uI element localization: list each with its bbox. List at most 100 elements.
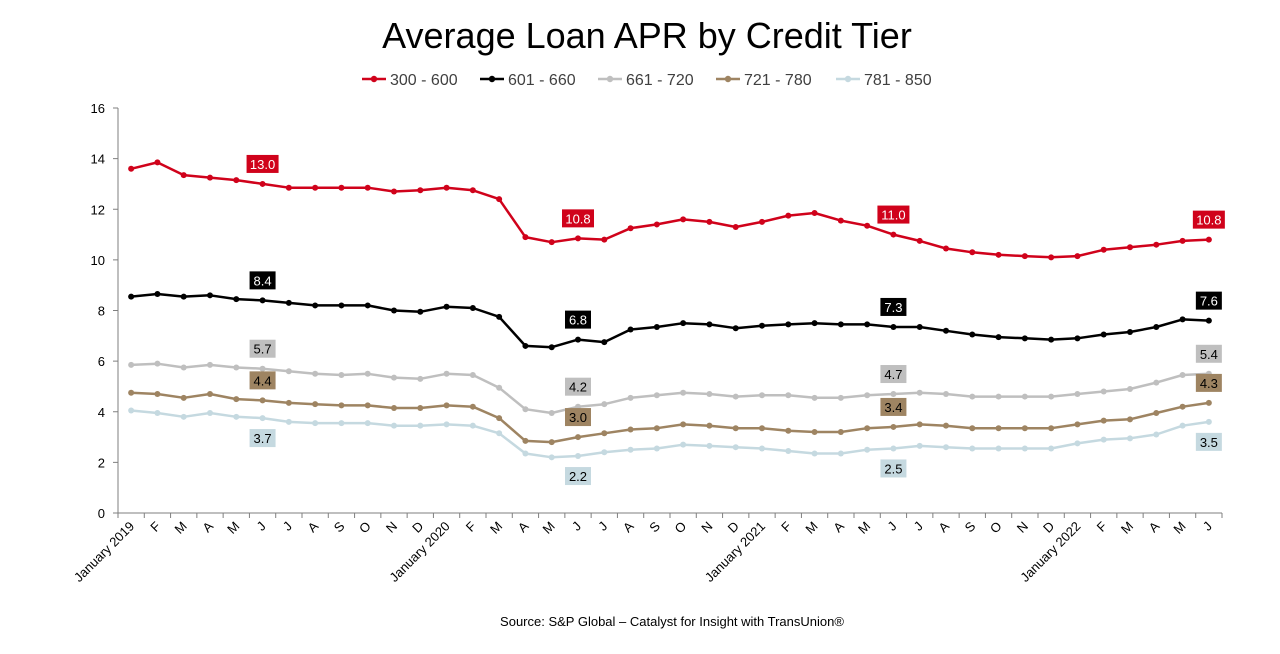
data-point xyxy=(1074,391,1081,398)
data-point xyxy=(601,449,608,456)
data-point xyxy=(1021,445,1028,452)
data-point xyxy=(417,375,424,382)
data-point xyxy=(680,320,687,327)
x-tick-label: F xyxy=(463,518,479,534)
data-label: 7.3 xyxy=(880,297,907,316)
y-tick-label: 12 xyxy=(91,202,105,217)
data-label: 6.8 xyxy=(565,310,591,329)
data-label: 11.0 xyxy=(877,205,910,224)
data-label-box xyxy=(1192,210,1225,229)
data-point xyxy=(233,296,240,303)
data-point xyxy=(653,425,660,432)
legend-item: 300 - 600 xyxy=(362,72,458,89)
data-point xyxy=(627,326,634,333)
data-point xyxy=(522,234,529,241)
data-point xyxy=(1127,435,1133,442)
data-point xyxy=(653,323,660,330)
data-point xyxy=(548,410,555,417)
data-label-box xyxy=(1195,291,1222,310)
series-line xyxy=(130,292,1209,349)
data-point xyxy=(706,422,713,429)
data-point xyxy=(1048,425,1055,432)
x-tick-label: J xyxy=(1200,519,1215,534)
data-point xyxy=(890,445,897,452)
data-point xyxy=(916,389,923,396)
data-point xyxy=(1179,237,1186,244)
data-point xyxy=(1021,335,1028,342)
data-point xyxy=(785,212,792,219)
data-point xyxy=(969,425,976,432)
series-300-600 xyxy=(128,159,1212,261)
data-point xyxy=(1153,379,1160,386)
data-point xyxy=(1153,431,1160,438)
data-label-box xyxy=(562,209,594,228)
data-label-text: 3.7 xyxy=(254,431,272,446)
data-point xyxy=(259,415,266,422)
data-point xyxy=(312,420,319,427)
data-point xyxy=(995,251,1002,258)
data-point xyxy=(1021,425,1028,432)
data-point xyxy=(653,445,660,452)
data-point xyxy=(916,442,923,449)
series-661-720 xyxy=(128,360,1212,417)
data-label-text: 4.3 xyxy=(1200,376,1218,391)
series-line xyxy=(131,362,1209,415)
legend-swatch-marker xyxy=(724,75,732,83)
data-point xyxy=(391,422,397,429)
data-label-text: 4.4 xyxy=(254,373,272,388)
data-point xyxy=(417,187,424,194)
x-tick-label: A xyxy=(199,518,216,535)
x-tick-label: J xyxy=(569,519,584,534)
data-point xyxy=(864,392,871,399)
data-point xyxy=(496,415,503,422)
series-line xyxy=(130,409,1210,459)
data-point xyxy=(995,393,1002,400)
data-point xyxy=(943,245,949,252)
x-tick-label: S xyxy=(962,518,979,535)
data-point xyxy=(785,447,792,454)
data-label-text: 5.4 xyxy=(1200,347,1218,362)
data-label-text: 7.6 xyxy=(1200,294,1218,309)
data-point xyxy=(259,397,266,404)
y-tick-label: 16 xyxy=(91,101,105,116)
data-point xyxy=(548,344,555,351)
data-point xyxy=(1048,254,1055,261)
data-point xyxy=(128,407,135,414)
data-label-text: 13.0 xyxy=(250,157,275,172)
data-point xyxy=(496,430,503,437)
data-point xyxy=(969,445,976,452)
x-tick-label: F xyxy=(147,518,163,534)
data-label-box xyxy=(565,467,591,486)
chart-title: Average Loan APR by Credit Tier xyxy=(382,15,912,56)
data-point xyxy=(312,184,319,191)
data-point xyxy=(391,404,397,411)
data-label: 5.7 xyxy=(249,339,276,358)
data-label: 7.6 xyxy=(1195,291,1222,310)
data-point xyxy=(1205,317,1212,324)
data-point xyxy=(1205,418,1212,425)
data-point xyxy=(1179,403,1186,410)
data-point xyxy=(811,394,818,401)
data-label-text: 4.2 xyxy=(569,380,587,395)
data-point xyxy=(995,445,1002,452)
data-point xyxy=(916,421,923,428)
x-tick-label: A xyxy=(935,518,952,535)
data-point xyxy=(443,421,450,428)
data-label: 5.4 xyxy=(1195,344,1222,363)
data-point xyxy=(128,293,135,300)
data-point xyxy=(207,391,213,398)
data-point xyxy=(969,249,976,256)
data-point xyxy=(496,384,503,391)
data-label: 4.2 xyxy=(565,377,591,396)
data-point xyxy=(890,391,897,398)
data-label-text: 11.0 xyxy=(881,208,905,223)
data-point xyxy=(943,391,949,398)
data-point xyxy=(759,218,765,225)
data-point xyxy=(1179,372,1186,379)
data-label-box xyxy=(246,154,279,173)
data-point xyxy=(233,413,240,420)
data-point xyxy=(811,450,818,457)
x-tick-label: M xyxy=(802,519,820,537)
data-point xyxy=(1074,440,1081,447)
data-point xyxy=(285,418,292,425)
